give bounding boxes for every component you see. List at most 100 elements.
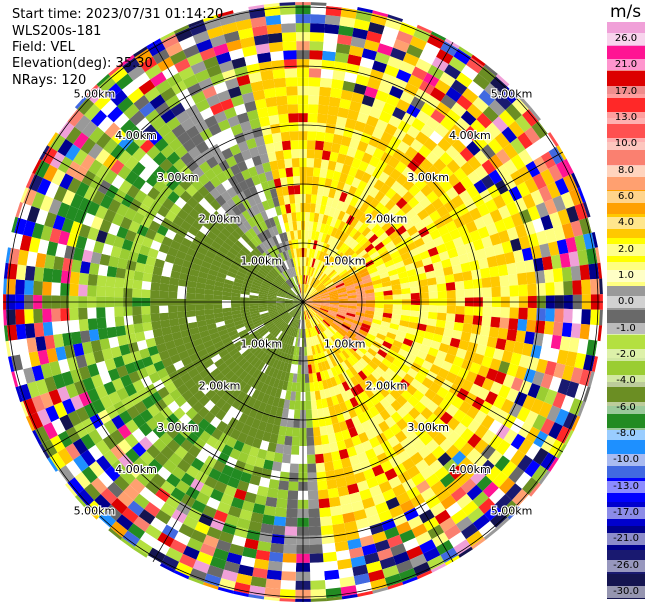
velocity-gate	[321, 195, 329, 206]
velocity-gate	[481, 429, 496, 445]
velocity-gate	[227, 233, 238, 244]
velocity-gate	[283, 535, 297, 545]
velocity-gate	[371, 237, 382, 248]
velocity-gate	[350, 217, 360, 228]
velocity-gate	[328, 337, 336, 347]
velocity-gate	[372, 98, 386, 111]
velocity-gate	[484, 504, 502, 521]
velocity-gate	[267, 295, 277, 299]
velocity-gate	[284, 435, 293, 446]
velocity-gate	[219, 263, 230, 271]
velocity-gate	[197, 418, 210, 431]
velocity-gate	[105, 276, 116, 288]
velocity-gate	[293, 346, 298, 356]
velocity-gate	[265, 14, 282, 26]
velocity-gate	[288, 240, 294, 250]
velocity-gate	[139, 138, 155, 154]
velocity-gate	[453, 272, 464, 282]
velocity-gate	[306, 285, 312, 295]
velocity-gate	[242, 317, 253, 323]
velocity-gate	[579, 264, 591, 281]
velocity-gate	[231, 292, 241, 298]
velocity-gate	[258, 306, 268, 311]
velocity-gate	[338, 296, 348, 300]
velocity-gate	[368, 186, 380, 199]
velocity-gate	[155, 101, 171, 117]
velocity-gate	[81, 249, 93, 263]
velocity-gate	[273, 280, 282, 287]
velocity-gate	[494, 371, 507, 385]
velocity-gate	[73, 380, 87, 395]
velocity-gate	[410, 292, 420, 300]
velocity-gate	[382, 340, 393, 350]
velocity-gate	[220, 366, 232, 377]
velocity-gate	[108, 391, 122, 406]
velocity-gate	[303, 310, 306, 320]
velocity-gate	[359, 103, 373, 116]
velocity-gate	[421, 233, 433, 244]
elevation-label: Elevation(deg): 35.30	[12, 56, 153, 71]
velocity-gate	[402, 257, 414, 266]
velocity-gate	[186, 304, 196, 312]
velocity-gate	[134, 400, 148, 415]
velocity-gate	[79, 261, 91, 274]
velocity-gate	[444, 524, 461, 540]
velocity-gate	[258, 296, 268, 300]
velocity-gate	[369, 484, 383, 498]
colorbar-tick-label: 4.0	[607, 217, 645, 230]
velocity-gate	[110, 245, 122, 258]
velocity-gate	[313, 335, 318, 346]
velocity-gate	[247, 166, 258, 178]
velocity-gate	[53, 185, 68, 203]
velocity-gate	[557, 378, 571, 396]
velocity-gate	[173, 184, 186, 197]
velocity-gate	[286, 95, 298, 105]
velocity-gate	[309, 50, 323, 60]
velocity-gate	[443, 130, 458, 146]
velocity-gate	[445, 145, 460, 160]
velocity-gate	[374, 227, 386, 238]
velocity-gate	[396, 418, 409, 431]
velocity-gate	[391, 284, 402, 291]
velocity-gate	[298, 239, 302, 249]
velocity-gate	[331, 274, 341, 282]
velocity-gate	[334, 228, 342, 239]
velocity-gate	[377, 376, 388, 387]
velocity-gate	[362, 278, 372, 285]
velocity-gate	[552, 195, 566, 212]
velocity-gate	[252, 399, 262, 411]
velocity-gate	[393, 551, 410, 565]
velocity-gate	[277, 291, 287, 296]
velocity-gate	[165, 164, 180, 179]
velocity-gate	[313, 212, 320, 223]
velocity-gate	[187, 507, 203, 522]
velocity-gate	[124, 269, 135, 280]
velocity-gate	[329, 305, 339, 309]
velocity-gate	[262, 240, 271, 251]
velocity-gate	[500, 285, 510, 297]
velocity-gate	[267, 304, 277, 307]
velocity-gate	[273, 452, 283, 463]
velocity-gate	[226, 344, 237, 353]
velocity-gate	[332, 276, 342, 284]
velocity-gate	[516, 406, 531, 423]
velocity-gate	[134, 189, 148, 204]
velocity-gate	[515, 115, 532, 133]
velocity-gate	[402, 19, 418, 28]
velocity-gate	[228, 48, 245, 61]
velocity-gate	[145, 364, 157, 376]
velocity-gate	[326, 328, 334, 337]
velocity-gate	[354, 149, 365, 161]
velocity-gate	[396, 491, 411, 506]
velocity-gate	[160, 480, 176, 495]
velocity-gate	[308, 288, 316, 296]
velocity-gate	[198, 77, 214, 91]
velocity-gate	[198, 325, 209, 333]
velocity-gate	[258, 269, 268, 277]
velocity-gate	[342, 466, 355, 477]
velocity-gate	[436, 283, 447, 292]
velocity-gate	[295, 285, 300, 294]
velocity-gate	[388, 363, 400, 374]
velocity-gate	[186, 196, 199, 209]
